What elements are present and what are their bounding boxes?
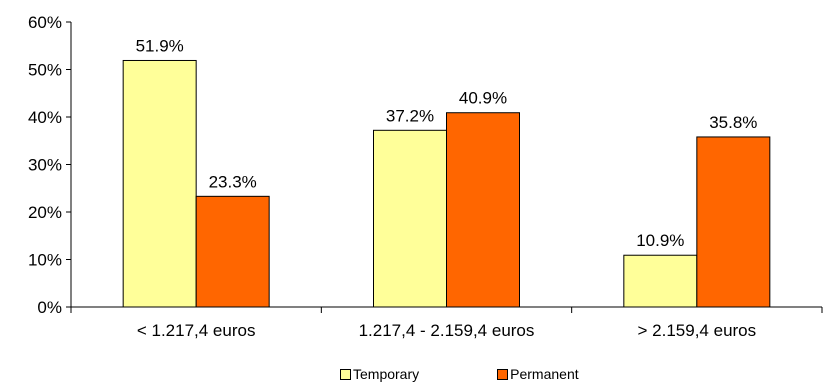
bar-permanent bbox=[696, 136, 771, 308]
x-tick-label: 1.217,4 - 2.159,4 euros bbox=[359, 321, 535, 340]
legend: Temporary Permanent bbox=[340, 366, 579, 382]
data-label-temporary: 10.9% bbox=[636, 231, 684, 250]
x-tick-label: > 2.159,4 euros bbox=[638, 321, 757, 340]
data-label-permanent: 40.9% bbox=[459, 89, 507, 108]
axes: 0% 10% 20% 30% 40% 50% 60% < 1.217,4 euros 1.217… bbox=[28, 13, 823, 340]
legend-label-permanent: Permanent bbox=[510, 366, 579, 382]
data-labels: 51.9% 37.2% 10.9% 23.3% 40.9% 35.8% bbox=[136, 36, 758, 250]
legend-swatch-permanent bbox=[497, 368, 509, 380]
y-tick-label: 50% bbox=[28, 61, 62, 80]
x-tick-label: < 1.217,4 euros bbox=[137, 321, 256, 340]
legend-item-permanent: Permanent bbox=[497, 366, 579, 382]
y-tick-label: 20% bbox=[28, 203, 62, 222]
y-tick-label: 30% bbox=[28, 156, 62, 175]
data-label-temporary: 37.2% bbox=[386, 106, 434, 125]
y-tick-label: 40% bbox=[28, 108, 62, 127]
bar-permanent bbox=[446, 112, 520, 308]
bars bbox=[122, 59, 771, 308]
data-label-temporary: 51.9% bbox=[136, 36, 184, 55]
legend-label-temporary: Temporary bbox=[353, 366, 420, 382]
legend-item-temporary: Temporary bbox=[340, 366, 419, 382]
y-tick-label: 0% bbox=[37, 298, 62, 317]
data-label-permanent: 35.8% bbox=[709, 113, 757, 132]
bar-temporary bbox=[122, 59, 197, 308]
y-tick-label: 60% bbox=[28, 13, 62, 32]
bar-temporary bbox=[373, 129, 447, 308]
bar-temporary bbox=[623, 254, 698, 308]
legend-swatch-temporary bbox=[340, 368, 351, 380]
y-tick-label: 10% bbox=[28, 251, 62, 270]
bar-permanent bbox=[195, 195, 270, 308]
data-label-permanent: 23.3% bbox=[209, 172, 257, 191]
